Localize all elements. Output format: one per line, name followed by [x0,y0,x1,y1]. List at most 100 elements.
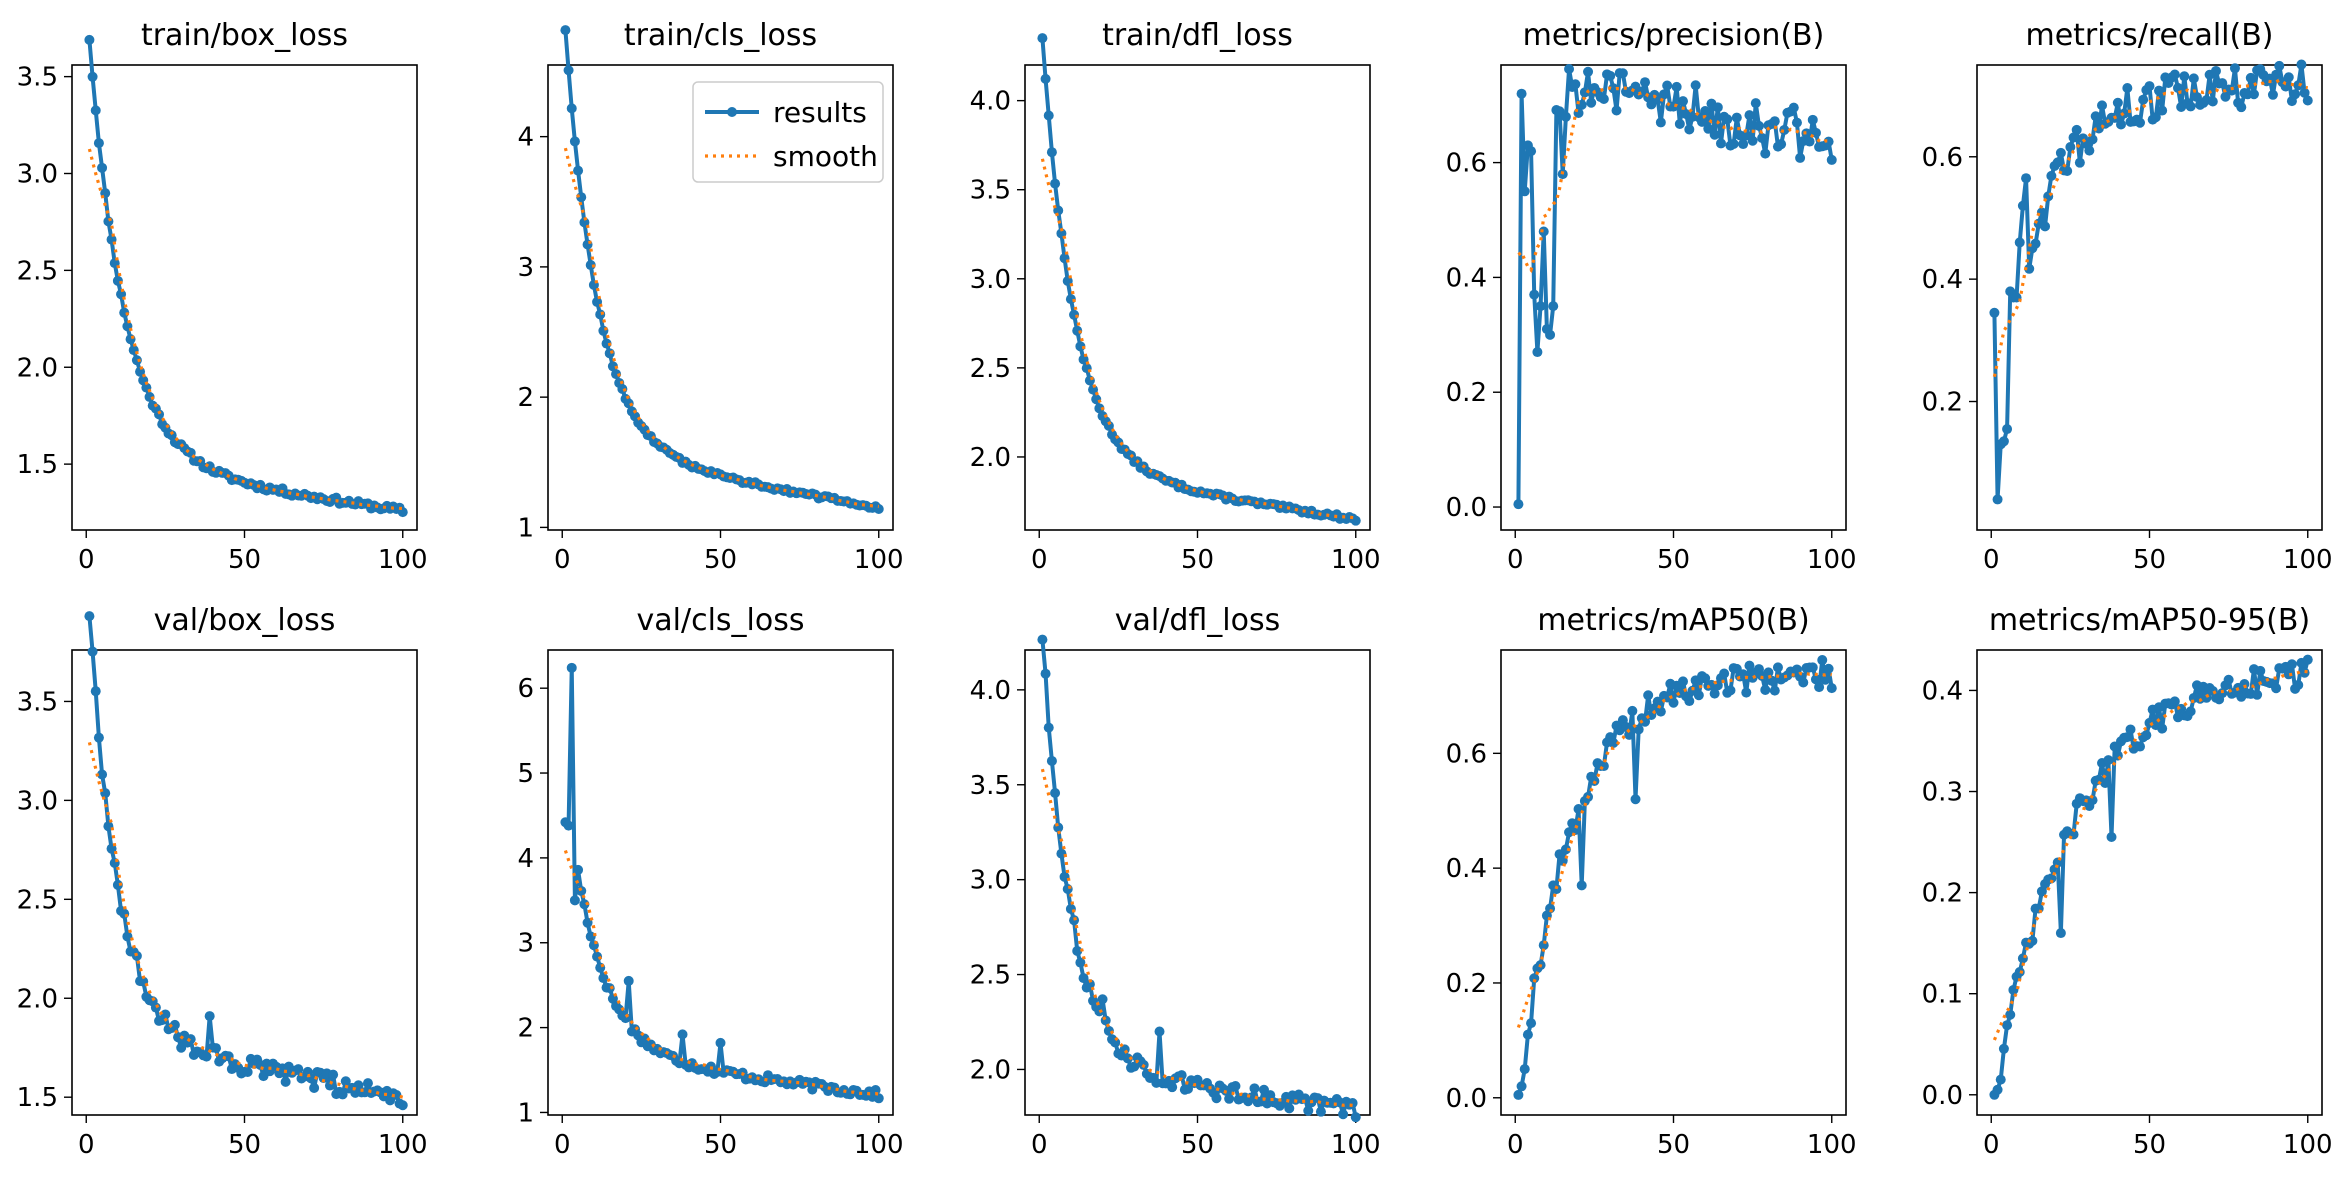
results-point [103,216,114,227]
results-point [2210,65,2221,76]
results-point [1744,110,1755,121]
x-tick-label: 50 [704,1130,737,1160]
results-point [1050,787,1061,798]
results-point [1551,884,1562,895]
x-tick-label: 100 [2283,545,2333,575]
results-point [1814,682,1825,693]
results-point [1750,98,1761,109]
y-tick-label: 2.5 [970,961,1011,991]
subplot: train/box_loss 0 50 100 1.5 2.0 2.5 3.0 3.5 [17,18,428,575]
results-point [90,686,101,697]
results-point [1684,124,1695,135]
subplot: metrics/precision(B) 0 50 100 0.0 0.2 0.4 0.6 [1446,18,1857,575]
subplot-title: train/cls_loss [624,18,817,53]
results-point [579,899,590,910]
results-point [1538,226,1549,237]
results-point [1315,1106,1326,1117]
x-tick-label: 0 [554,1130,571,1160]
subplot-title: val/dfl_loss [1115,603,1280,638]
results-point [1731,112,1742,123]
results-point [1100,1015,1111,1026]
results-point [280,1076,291,1087]
results-point [1662,80,1673,91]
results-point [569,136,580,147]
y-tick-label: 3.5 [970,771,1011,801]
results-point [2223,674,2234,685]
results-point [1545,329,1556,340]
results-point [1633,724,1644,735]
results-point [1110,1037,1121,1048]
results-point [1211,1093,1222,1104]
results-point [1062,884,1073,895]
results-point [1040,73,1051,84]
results-point [2153,85,2164,96]
subplot: metrics/mAP50(B) 0 50 100 0.0 0.2 0.4 0.6 [1446,603,1857,1160]
results-point [328,1069,339,1080]
results-point [1640,716,1651,727]
results-point [1823,136,1834,147]
results-point [715,1037,726,1048]
results-point [1791,117,1802,128]
results-point [573,864,584,875]
results-point [1598,761,1609,772]
results-point [1526,146,1537,157]
legend-results-marker [727,107,737,117]
results-point [2274,60,2285,71]
legend-label-smooth: smooth [773,140,878,173]
results-point [1760,684,1771,695]
results-point [1608,83,1619,94]
results-point [1998,436,2009,447]
results-point [1643,690,1654,701]
results-point [1350,515,1361,526]
subplot: train/dfl_loss 0 50 100 2.0 2.5 3.0 3.5 4.0 [970,18,1381,575]
results-point [1624,729,1635,740]
results-point [2245,72,2256,83]
results-point [1091,394,1102,405]
y-tick-label: 3.0 [17,786,58,816]
x-tick-label: 100 [1807,1130,1857,1160]
results-point [1284,1103,1295,1114]
results-point [2055,928,2066,939]
results-point [1338,1109,1349,1120]
results-point [604,983,615,994]
legend-label-results: results [773,96,867,129]
subplot-title: train/box_loss [141,18,348,53]
results-point [1728,138,1739,149]
results-point [1700,673,1711,684]
results-point [1548,301,1559,312]
x-tick-label: 0 [554,545,571,575]
results-point [1823,663,1834,674]
results-point [1747,135,1758,146]
y-tick-label: 2.5 [17,256,58,286]
results-point [1249,1083,1260,1094]
results-point [1684,696,1695,707]
x-tick-label: 100 [2283,1130,2333,1160]
results-point [2068,132,2079,143]
results-point [391,1090,402,1101]
results-point [2191,92,2202,103]
results-point [2014,966,2025,977]
y-tick-label: 0.6 [1446,149,1487,179]
results-point [337,1089,348,1100]
results-point [2046,873,2057,884]
results-point [1347,1098,1358,1109]
results-point [1094,403,1105,414]
y-tick-label: 1.5 [17,1083,58,1113]
x-tick-label: 0 [1031,1130,1048,1160]
x-tick-label: 50 [1657,545,1690,575]
results-point [1776,139,1787,150]
results-point [566,662,577,673]
results-point [1807,662,1818,673]
results-point [2169,696,2180,707]
y-tick-label: 1.5 [17,450,58,480]
results-point [1659,89,1670,100]
results-point [1037,634,1048,645]
results-point [2283,72,2294,83]
y-tick-label: 2 [517,383,534,413]
results-point [1224,1093,1235,1104]
results-point [2116,119,2127,130]
results-point [2201,692,2212,703]
results-point [2052,157,2063,168]
results-point [807,1084,818,1095]
results-point [2271,69,2282,80]
